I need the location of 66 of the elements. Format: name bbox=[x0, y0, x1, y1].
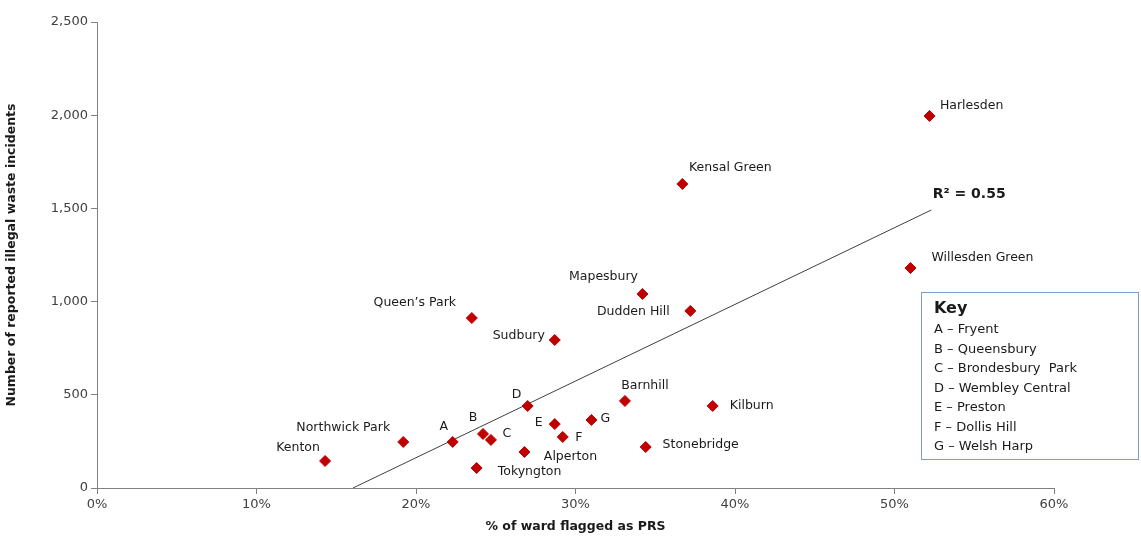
annotation: Stonebridge bbox=[662, 436, 740, 452]
point bbox=[639, 440, 652, 453]
annotation: B bbox=[468, 409, 478, 425]
point bbox=[706, 399, 719, 412]
annotation: C bbox=[502, 425, 512, 441]
x-tick-label: 20% bbox=[401, 496, 431, 512]
annotation: E – Preston bbox=[934, 398, 1007, 416]
annotation: E bbox=[534, 414, 543, 430]
point bbox=[518, 446, 531, 459]
annotation: C – Brondesbury Park bbox=[934, 359, 1078, 377]
point bbox=[446, 435, 459, 448]
annotation: F – Dollis Hill bbox=[934, 417, 1018, 436]
x-tick-label: 40% bbox=[720, 496, 750, 512]
x-tick-label: 60% bbox=[1039, 496, 1069, 512]
annotation: Kilburn bbox=[729, 397, 774, 413]
point bbox=[465, 312, 478, 324]
annotation: G – Welsh Harp bbox=[934, 437, 1035, 455]
point bbox=[684, 304, 697, 317]
annotation: Sudbury bbox=[492, 327, 546, 343]
annotation: Mapesbury bbox=[569, 268, 639, 284]
annotation: Queen’s Park bbox=[373, 294, 457, 310]
annotation: D – Wembley Central bbox=[934, 378, 1072, 397]
point bbox=[548, 334, 561, 346]
annotation: R² = 0.55 bbox=[932, 184, 1006, 201]
point bbox=[636, 287, 649, 300]
point bbox=[923, 109, 936, 122]
x-axis-title: % of ward flagged as PRS bbox=[485, 517, 666, 533]
annotation: Key bbox=[934, 297, 969, 319]
point bbox=[521, 399, 534, 412]
annotation: D bbox=[511, 386, 522, 402]
point bbox=[470, 462, 483, 475]
point bbox=[319, 454, 332, 467]
y-axis-title: Number of reported illegal waste incidents bbox=[2, 103, 18, 407]
annotation: A bbox=[439, 418, 449, 434]
annotation: Kensal Green bbox=[689, 159, 772, 175]
point bbox=[548, 418, 561, 431]
x-tick-label: 0% bbox=[86, 496, 108, 512]
point bbox=[484, 433, 497, 446]
point bbox=[904, 262, 917, 275]
annotation: Northwick Park bbox=[296, 419, 391, 435]
x-tick-label: 50% bbox=[880, 496, 909, 512]
point bbox=[556, 430, 569, 443]
annotation: Harlesden bbox=[939, 97, 1004, 113]
y-tick-label: 500 bbox=[63, 386, 88, 402]
point bbox=[618, 394, 631, 407]
y-tick-label: 2,500 bbox=[50, 13, 88, 29]
point bbox=[397, 435, 410, 448]
annotation: Willesden Green bbox=[931, 249, 1034, 265]
annotation: Tokyngton bbox=[496, 463, 562, 479]
point bbox=[476, 427, 489, 440]
annotation: A – Fryent bbox=[934, 320, 1000, 338]
x-tick-label: 10% bbox=[242, 496, 271, 512]
y-tick-label: 0 bbox=[79, 479, 88, 495]
point bbox=[585, 413, 598, 426]
y-tick-label: 1,500 bbox=[50, 199, 88, 215]
annotation: Barnhill bbox=[621, 377, 669, 393]
annotation: Alperton bbox=[543, 448, 598, 464]
annotation: Dudden Hill bbox=[596, 303, 670, 319]
annotation: B – Queensbury bbox=[934, 339, 1038, 358]
y-tick-label: 1,000 bbox=[50, 292, 88, 308]
x-tick-label: 30% bbox=[561, 496, 590, 512]
point bbox=[676, 177, 689, 190]
y-tick-label: 2,000 bbox=[50, 106, 88, 122]
annotation: F bbox=[575, 429, 583, 445]
annotation: G bbox=[600, 410, 611, 426]
annotation: Kenton bbox=[276, 439, 320, 455]
